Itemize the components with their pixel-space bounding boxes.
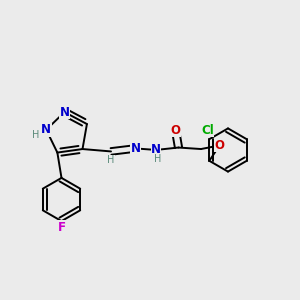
Text: F: F [58, 220, 65, 234]
Text: N: N [41, 123, 51, 136]
Text: N: N [151, 143, 161, 156]
Text: N: N [59, 106, 70, 118]
Text: Cl: Cl [201, 124, 214, 137]
Text: O: O [214, 139, 225, 152]
Text: O: O [170, 124, 181, 136]
Text: H: H [154, 154, 161, 164]
Text: H: H [107, 155, 115, 165]
Text: H: H [32, 130, 39, 140]
Text: N: N [130, 142, 141, 155]
